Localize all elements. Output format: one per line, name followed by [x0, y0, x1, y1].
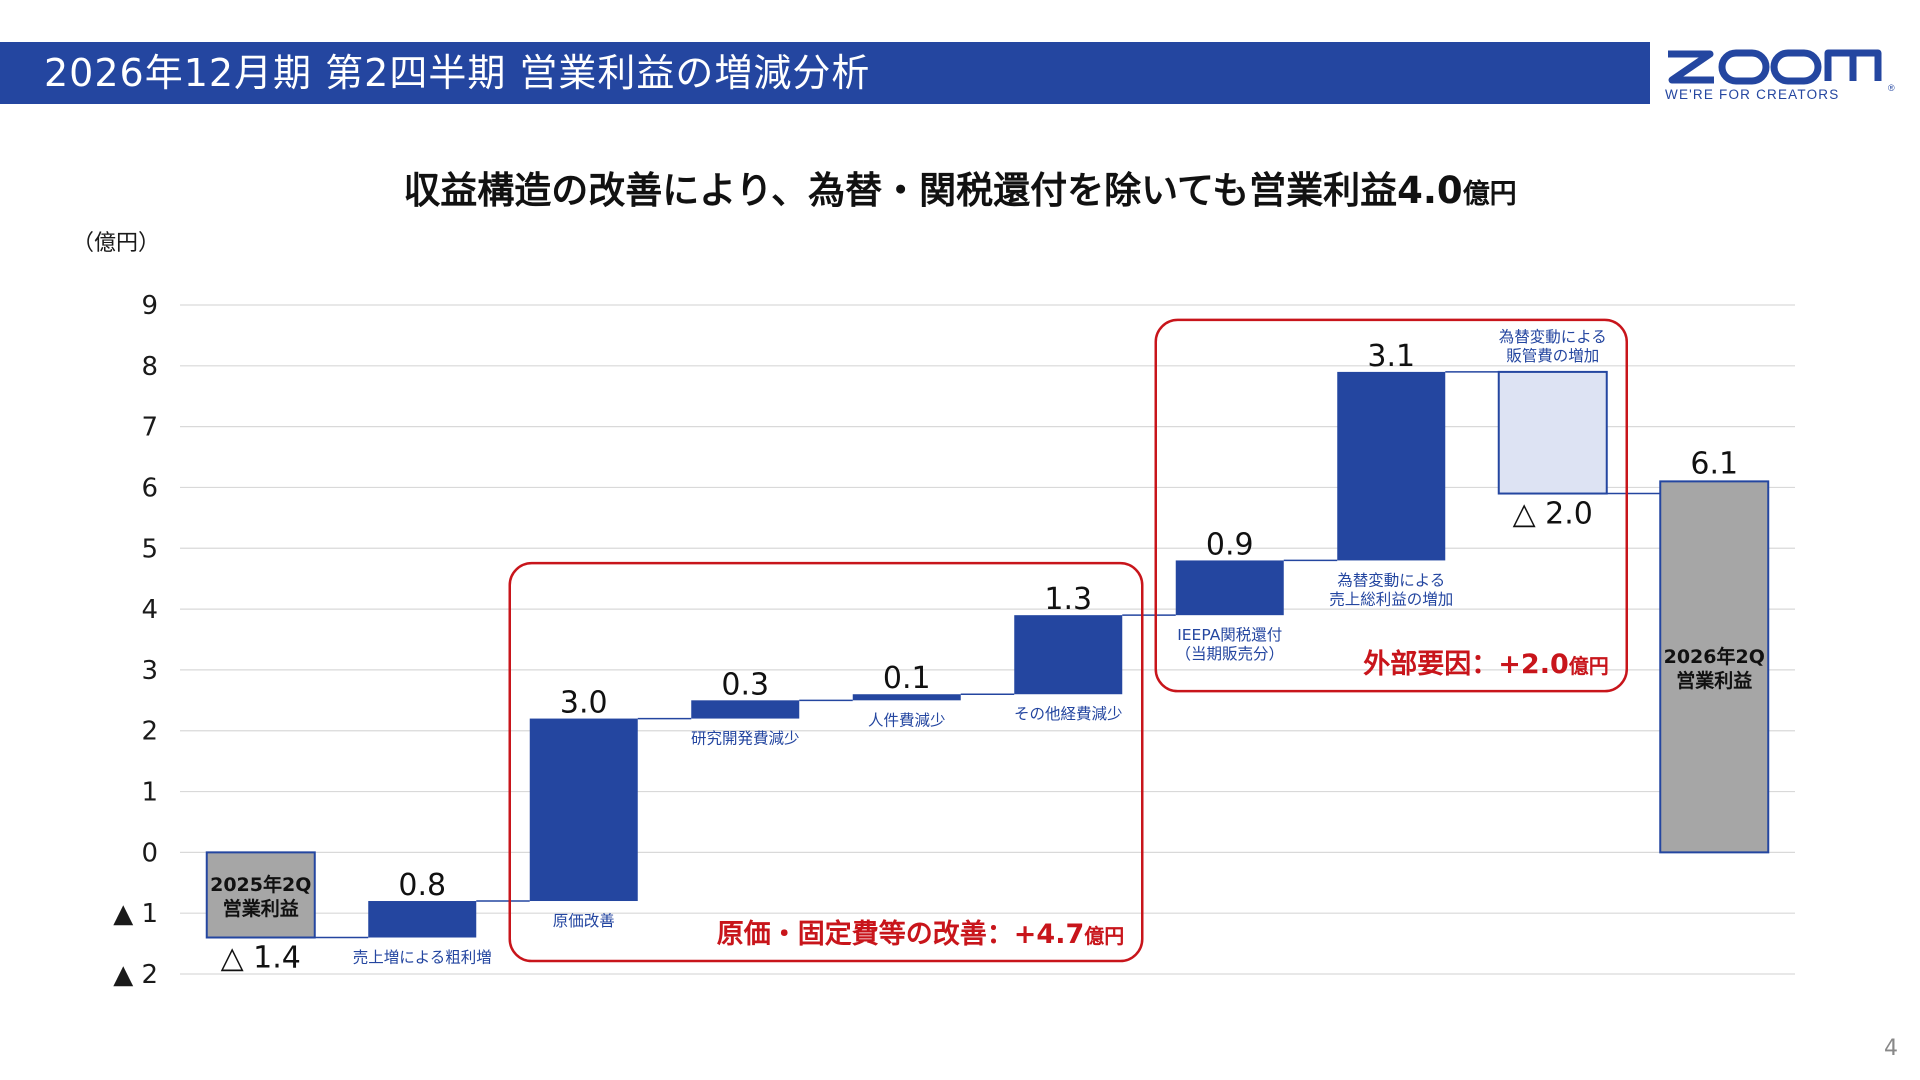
- bar-category-label: 為替変動による: [1499, 328, 1607, 346]
- bar-value-label: △ 1.4: [221, 941, 301, 976]
- waterfall-bar: [852, 694, 961, 701]
- page-number: 4: [1884, 1036, 1898, 1061]
- waterfall-bar: [691, 700, 800, 719]
- y-tick-label: 1: [141, 778, 158, 808]
- bar-category-label: 2026年2Q: [1664, 645, 1765, 668]
- bar-value-label: 1.3: [1044, 582, 1092, 617]
- y-tick-label: 6: [141, 473, 158, 503]
- waterfall-bar: [1175, 560, 1284, 616]
- bar-category-label: （当期販売分）: [1175, 645, 1284, 663]
- annotation-box: [1154, 318, 1628, 693]
- bar-category-label: 売上総利益の増加: [1329, 590, 1453, 608]
- bar-value-label: 0.1: [883, 661, 931, 696]
- y-tick-label: 5: [141, 534, 158, 564]
- waterfall-bar: [368, 901, 477, 938]
- logo-registered-mark: ®: [1888, 83, 1895, 93]
- bar-category-label: 売上増による粗利増: [353, 949, 492, 967]
- y-tick-label: 7: [141, 413, 158, 443]
- bar-category-label: その他経費減少: [1014, 705, 1123, 723]
- waterfall-bar: [1337, 371, 1446, 561]
- bar-category-label: 営業利益: [1676, 669, 1752, 692]
- header-bar: 2026年12月期 第2四半期 営業利益の増減分析: [0, 42, 1650, 104]
- bar-category-label: 販管費の増加: [1506, 347, 1599, 365]
- bar-category-label: 2025年2Q: [210, 873, 311, 896]
- y-tick-label: ▲ 2: [113, 960, 158, 990]
- bar-category-label: 人件費減少: [868, 711, 946, 729]
- page-title: 2026年12月期 第2四半期 営業利益の増減分析: [44, 51, 871, 95]
- bar-value-label: 0.8: [398, 868, 446, 903]
- bar-value-label: 6.1: [1690, 446, 1738, 481]
- bar-category-label: 原価改善: [553, 912, 615, 930]
- waterfall-bar: [1497, 370, 1608, 495]
- y-tick-label: 3: [141, 656, 158, 686]
- bar-category-label: 為替変動による: [1337, 571, 1445, 589]
- y-tick-label: ▲ 1: [113, 899, 158, 929]
- waterfall-bar: [529, 718, 638, 902]
- logo-tagline: WE'RE FOR CREATORS: [1665, 87, 1839, 102]
- headline-text: 収益構造の改善により、為替・関税還付を除いても営業利益4.0: [403, 169, 1463, 212]
- y-tick-label: 4: [141, 595, 158, 625]
- y-tick-label: 8: [141, 352, 158, 382]
- bar-category-label: 研究開発費減少: [691, 730, 800, 748]
- y-axis-unit-label: （億円）: [72, 231, 160, 256]
- waterfall-bar: [205, 851, 316, 939]
- zoom-logo: WE'RE FOR CREATORS ®: [1665, 49, 1895, 102]
- y-tick-label: 9: [141, 291, 158, 321]
- headline-unit: 億円: [1462, 179, 1517, 210]
- bar-category-label: 営業利益: [223, 897, 299, 920]
- headline: 収益構造の改善により、為替・関税還付を除いても営業利益4.0億円: [0, 160, 1920, 214]
- y-tick-label: 0: [141, 838, 158, 868]
- waterfall-bar: [1014, 615, 1123, 695]
- bar-category-label: IEEPA関税還付: [1177, 626, 1282, 644]
- annotation-label: 原価・固定費等の改善：+4.7億円: [717, 918, 1124, 950]
- bar-value-label: 3.0: [560, 686, 608, 721]
- annotation-label: 外部要因：+2.0億円: [1363, 648, 1608, 680]
- annotation-box: [508, 561, 1144, 963]
- bar-value-label: 0.3: [721, 667, 769, 702]
- bar-value-label: △ 2.0: [1513, 497, 1593, 532]
- waterfall-bar: [1659, 480, 1770, 854]
- bar-value-label: 0.9: [1206, 527, 1254, 562]
- bar-value-label: 3.1: [1367, 339, 1415, 374]
- y-tick-label: 2: [141, 717, 158, 747]
